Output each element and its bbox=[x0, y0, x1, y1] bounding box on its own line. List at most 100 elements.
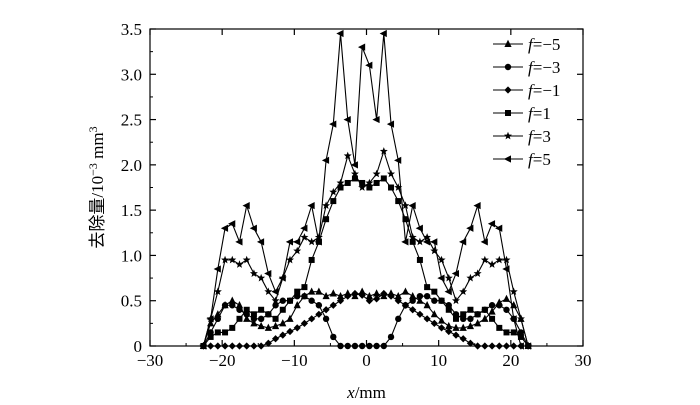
data-point bbox=[285, 238, 294, 246]
data-point bbox=[480, 238, 488, 246]
data-point bbox=[350, 161, 358, 169]
y-tick-label: 0 bbox=[134, 337, 143, 356]
data-point bbox=[516, 314, 525, 323]
legend-label-var: f bbox=[528, 104, 535, 123]
data-point bbox=[372, 115, 380, 124]
data-point bbox=[222, 329, 229, 336]
x-axis-label-unit: /mm bbox=[355, 383, 386, 402]
data-point bbox=[415, 224, 423, 232]
data-point bbox=[265, 311, 272, 318]
data-point bbox=[336, 178, 345, 187]
data-point bbox=[409, 306, 417, 314]
data-point bbox=[424, 284, 431, 291]
data-point bbox=[502, 294, 511, 302]
data-point bbox=[257, 321, 265, 330]
data-point bbox=[495, 255, 504, 264]
data-point bbox=[321, 156, 330, 164]
data-point bbox=[236, 306, 243, 313]
data-point bbox=[416, 296, 424, 304]
data-point bbox=[481, 306, 488, 313]
data-point bbox=[379, 29, 387, 38]
data-point bbox=[365, 61, 373, 69]
data-point bbox=[358, 183, 367, 191]
data-point bbox=[308, 287, 316, 295]
data-point bbox=[256, 238, 265, 246]
data-point bbox=[235, 260, 244, 268]
legend-label-var: f bbox=[528, 35, 535, 54]
data-point bbox=[459, 287, 468, 296]
legend-label: f=−5 bbox=[528, 35, 560, 54]
data-point bbox=[466, 321, 475, 330]
data-point bbox=[264, 323, 272, 331]
data-point bbox=[258, 306, 265, 313]
series-3 bbox=[200, 175, 532, 349]
legend-label: f=−3 bbox=[528, 58, 560, 77]
data-point bbox=[279, 331, 287, 339]
data-point bbox=[467, 306, 474, 313]
legend-label-rest: =5 bbox=[533, 150, 551, 169]
data-point bbox=[451, 296, 460, 305]
y-tick-label: 1.5 bbox=[121, 201, 142, 220]
data-point bbox=[220, 224, 229, 232]
data-point bbox=[430, 319, 438, 327]
data-point bbox=[416, 256, 423, 263]
data-point bbox=[322, 306, 330, 314]
data-point bbox=[293, 238, 301, 246]
legend-label: f=−1 bbox=[528, 81, 560, 100]
data-point bbox=[257, 315, 265, 323]
data-point bbox=[409, 297, 416, 304]
data-point bbox=[286, 255, 294, 264]
data-point bbox=[214, 329, 221, 336]
data-point bbox=[394, 297, 402, 305]
data-point bbox=[415, 237, 424, 246]
y-tick-label: 3.0 bbox=[121, 65, 142, 84]
data-point bbox=[401, 238, 409, 246]
data-point bbox=[287, 297, 294, 304]
data-point bbox=[509, 315, 517, 323]
data-point bbox=[423, 315, 431, 323]
data-point bbox=[322, 201, 331, 210]
data-point bbox=[336, 291, 345, 300]
legend-label-var: f bbox=[528, 81, 535, 100]
data-point bbox=[351, 289, 359, 298]
data-point bbox=[343, 151, 352, 160]
data-point bbox=[206, 315, 214, 323]
data-point bbox=[307, 237, 316, 246]
legend-item-3: f=1 bbox=[493, 104, 551, 123]
data-point bbox=[242, 202, 250, 210]
data-point bbox=[445, 321, 453, 330]
legend-label-rest: =−1 bbox=[533, 81, 561, 100]
y-tick-label: 2.0 bbox=[121, 156, 142, 175]
data-point bbox=[379, 147, 388, 155]
data-point bbox=[337, 184, 344, 191]
legend-item-1: f=−3 bbox=[493, 58, 560, 77]
data-point bbox=[315, 310, 323, 318]
data-point bbox=[503, 329, 510, 336]
data-point bbox=[300, 319, 309, 327]
data-point bbox=[408, 233, 417, 241]
data-point bbox=[488, 302, 496, 309]
legend-label: f=5 bbox=[528, 150, 551, 169]
data-point bbox=[343, 115, 351, 124]
data-point bbox=[322, 315, 330, 323]
data-point bbox=[401, 201, 410, 210]
data-point bbox=[394, 291, 402, 300]
data-point bbox=[294, 288, 301, 295]
data-point bbox=[387, 333, 395, 341]
data-point bbox=[473, 202, 481, 210]
legend-item-4: f=3 bbox=[493, 127, 551, 146]
data-point bbox=[480, 255, 489, 264]
legend-item-5: f=5 bbox=[493, 150, 551, 169]
data-point bbox=[444, 273, 453, 282]
series-line bbox=[202, 149, 529, 347]
data-point bbox=[496, 324, 503, 331]
data-point bbox=[359, 179, 366, 186]
x-axis-label: x/mm bbox=[346, 383, 386, 402]
data-point bbox=[344, 292, 352, 300]
y-axis-label-text: 去除量/10 bbox=[88, 176, 107, 249]
x-tick-label: 0 bbox=[362, 351, 371, 370]
data-point bbox=[243, 314, 251, 322]
series-0 bbox=[199, 287, 532, 349]
data-point bbox=[495, 224, 503, 232]
